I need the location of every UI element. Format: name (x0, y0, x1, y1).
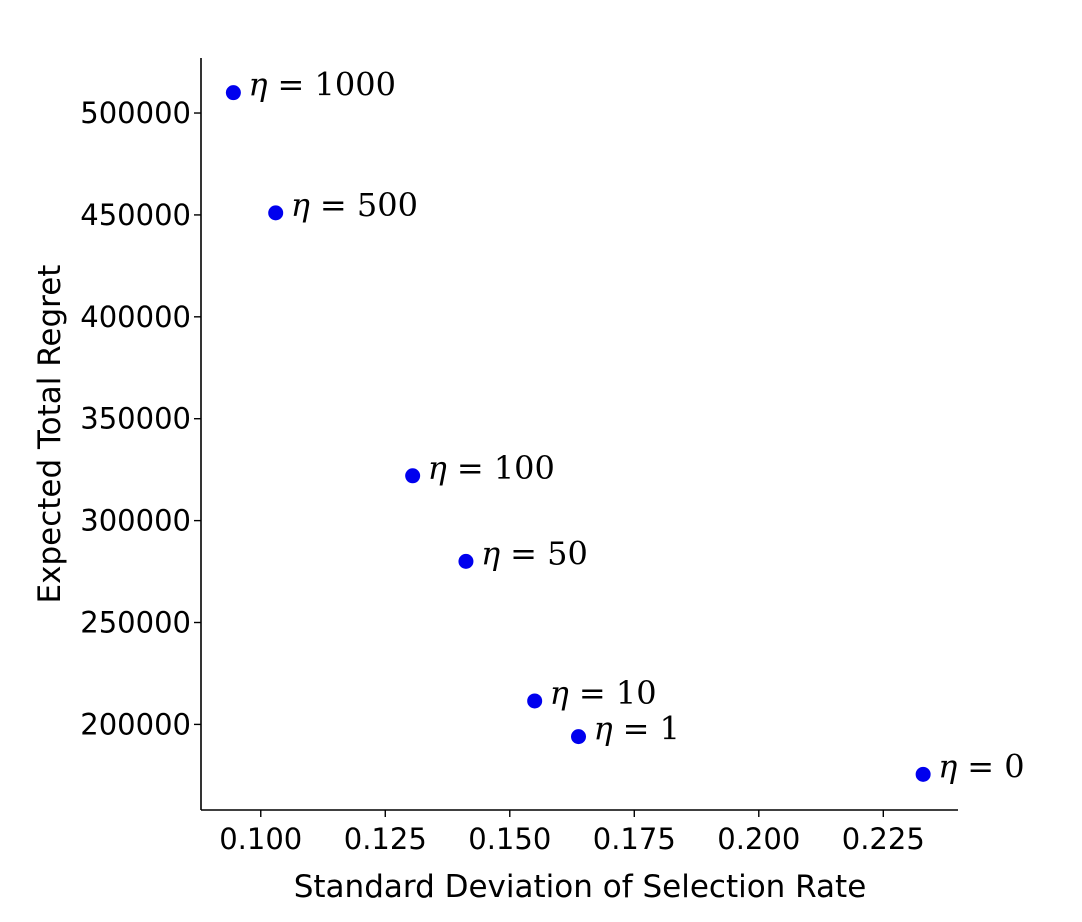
data-points (225, 85, 931, 782)
point-label: η = 10 (550, 674, 657, 712)
x-tick-label: 0.225 (842, 822, 925, 856)
eta-symbol: η (481, 534, 500, 572)
data-point (458, 553, 474, 569)
eta-symbol: η (550, 674, 569, 712)
y-axis-ticks: 200000 250000 300000 350000 400000 450000 5000… (80, 96, 201, 741)
x-axis-title: Standard Deviation of Selection Rate (294, 869, 867, 905)
y-tick-label: 500000 (80, 96, 191, 130)
point-label-value: = 100 (457, 449, 555, 487)
y-tick-label: 250000 (80, 606, 191, 640)
point-label: η = 1 (594, 710, 681, 748)
y-tick-label: 450000 (80, 198, 191, 232)
eta-symbol: η (938, 747, 957, 785)
eta-symbol: η (248, 66, 267, 104)
x-tick-label: 0.200 (717, 822, 800, 856)
point-label-value: = 10 (579, 674, 657, 712)
y-tick-label: 200000 (80, 707, 191, 741)
eta-symbol: η (291, 186, 310, 224)
point-label: η = 1000 (248, 66, 396, 104)
x-tick-label: 0.100 (219, 822, 302, 856)
x-axis-ticks: 0.100 0.125 0.150 0.175 0.200 0.225 (219, 810, 925, 856)
data-point (225, 85, 241, 101)
y-tick-label: 300000 (80, 504, 191, 538)
point-label-value: = 0 (967, 747, 1024, 785)
data-point (571, 729, 587, 745)
point-label-value: = 1 (623, 710, 680, 748)
point-label-value: = 500 (320, 186, 418, 224)
axes-spines (200, 58, 958, 811)
x-tick-label: 0.175 (593, 822, 676, 856)
point-label-value: = 50 (510, 534, 588, 572)
y-tick-label: 350000 (80, 402, 191, 436)
point-label: η = 0 (938, 747, 1025, 785)
point-label: η = 50 (481, 534, 588, 572)
point-label: η = 500 (291, 186, 418, 224)
data-point (268, 205, 284, 221)
data-point (405, 468, 421, 484)
y-tick-label: 400000 (80, 300, 191, 334)
eta-symbol: η (428, 449, 447, 487)
point-label-value: = 1000 (278, 66, 396, 104)
data-point (527, 693, 543, 709)
x-tick-label: 0.150 (468, 822, 551, 856)
x-tick-label: 0.125 (344, 822, 427, 856)
point-label: η = 100 (428, 449, 555, 487)
data-point (915, 766, 931, 782)
y-axis-title: Expected Total Regret (32, 265, 68, 604)
eta-symbol: η (594, 710, 613, 748)
